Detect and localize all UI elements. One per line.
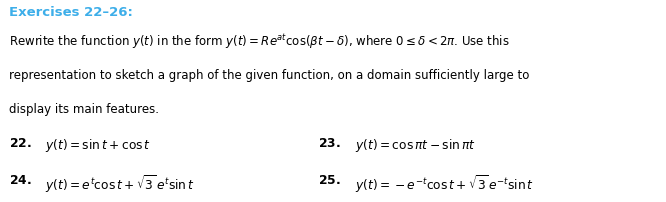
Text: $\mathbf{23.}$: $\mathbf{23.}$ <box>318 137 341 150</box>
Text: representation to sketch a graph of the given function, on a domain sufficiently: representation to sketch a graph of the … <box>9 69 529 82</box>
Text: Exercises 22–26:: Exercises 22–26: <box>9 6 133 19</box>
Text: $\mathbf{22.}$: $\mathbf{22.}$ <box>9 137 31 150</box>
Text: Rewrite the function $y(t)$ in the form $y(t) = Re^{at}\cos(\beta t - \delta)$, : Rewrite the function $y(t)$ in the form … <box>9 32 509 51</box>
Text: $y(t) = \sin t + \cos t$: $y(t) = \sin t + \cos t$ <box>45 137 151 154</box>
Text: $\mathbf{25.}$: $\mathbf{25.}$ <box>318 174 341 187</box>
Text: $\mathbf{24.}$: $\mathbf{24.}$ <box>9 174 31 187</box>
Text: display its main features.: display its main features. <box>9 103 159 116</box>
Text: $y(t) = -e^{-t}\cos t + \sqrt{3}\,e^{-t}\sin t$: $y(t) = -e^{-t}\cos t + \sqrt{3}\,e^{-t}… <box>355 174 534 196</box>
Text: $y(t) = e^{t}\cos t + \sqrt{3}\,e^{t}\sin t$: $y(t) = e^{t}\cos t + \sqrt{3}\,e^{t}\si… <box>45 174 195 196</box>
Text: $y(t) = \cos \pi t - \sin \pi t$: $y(t) = \cos \pi t - \sin \pi t$ <box>355 137 476 154</box>
